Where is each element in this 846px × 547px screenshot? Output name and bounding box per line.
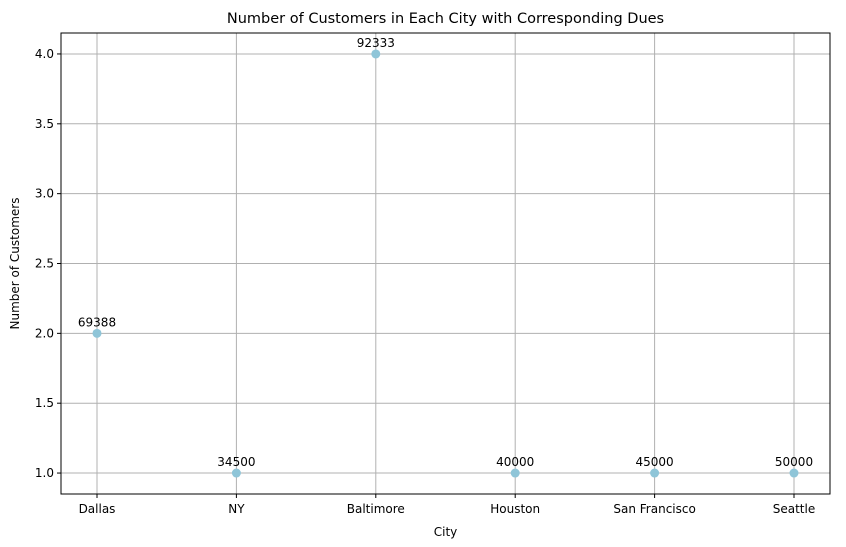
y-tick-label: 3.0 [35,187,54,201]
data-label: 69388 [78,315,116,329]
y-tick-label: 2.5 [35,257,54,271]
x-tick-label: Dallas [79,502,116,516]
data-point [92,328,102,338]
x-axis-label: City [434,525,458,539]
data-point [650,468,660,478]
data-label: 40000 [496,455,534,469]
y-tick-label: 4.0 [35,47,54,61]
data-point [231,468,241,478]
point-layer [92,49,799,478]
y-tick-label: 2.0 [35,326,54,340]
label-layer: 69388 34500 92333 40000 45000 50000 [78,36,813,469]
x-tick-label: NY [228,502,245,516]
y-tick-label: 1.5 [35,396,54,410]
y-axis-label: Number of Customers [8,198,22,330]
data-label: 45000 [636,455,674,469]
data-label: 92333 [357,36,395,50]
tick-layer: 1.0 1.5 2.0 2.5 3.0 3.5 4.0 Dallas NY Baltimore Ho… [35,47,815,516]
data-point [789,468,799,478]
x-tick-label: Houston [490,502,540,516]
chart-title: Number of Customers in Each City with Co… [227,11,664,27]
data-label: 34500 [217,455,255,469]
x-tick-label: Baltimore [347,502,405,516]
grid-layer [61,33,830,494]
data-label: 50000 [775,455,813,469]
y-tick-label: 1.0 [35,466,54,480]
y-tick-label: 3.5 [35,117,54,131]
data-point [510,468,520,478]
x-tick-label: San Francisco [613,502,695,516]
plot-frame [60,32,831,495]
x-tick-label: Seattle [773,502,815,516]
data-point [371,49,381,59]
